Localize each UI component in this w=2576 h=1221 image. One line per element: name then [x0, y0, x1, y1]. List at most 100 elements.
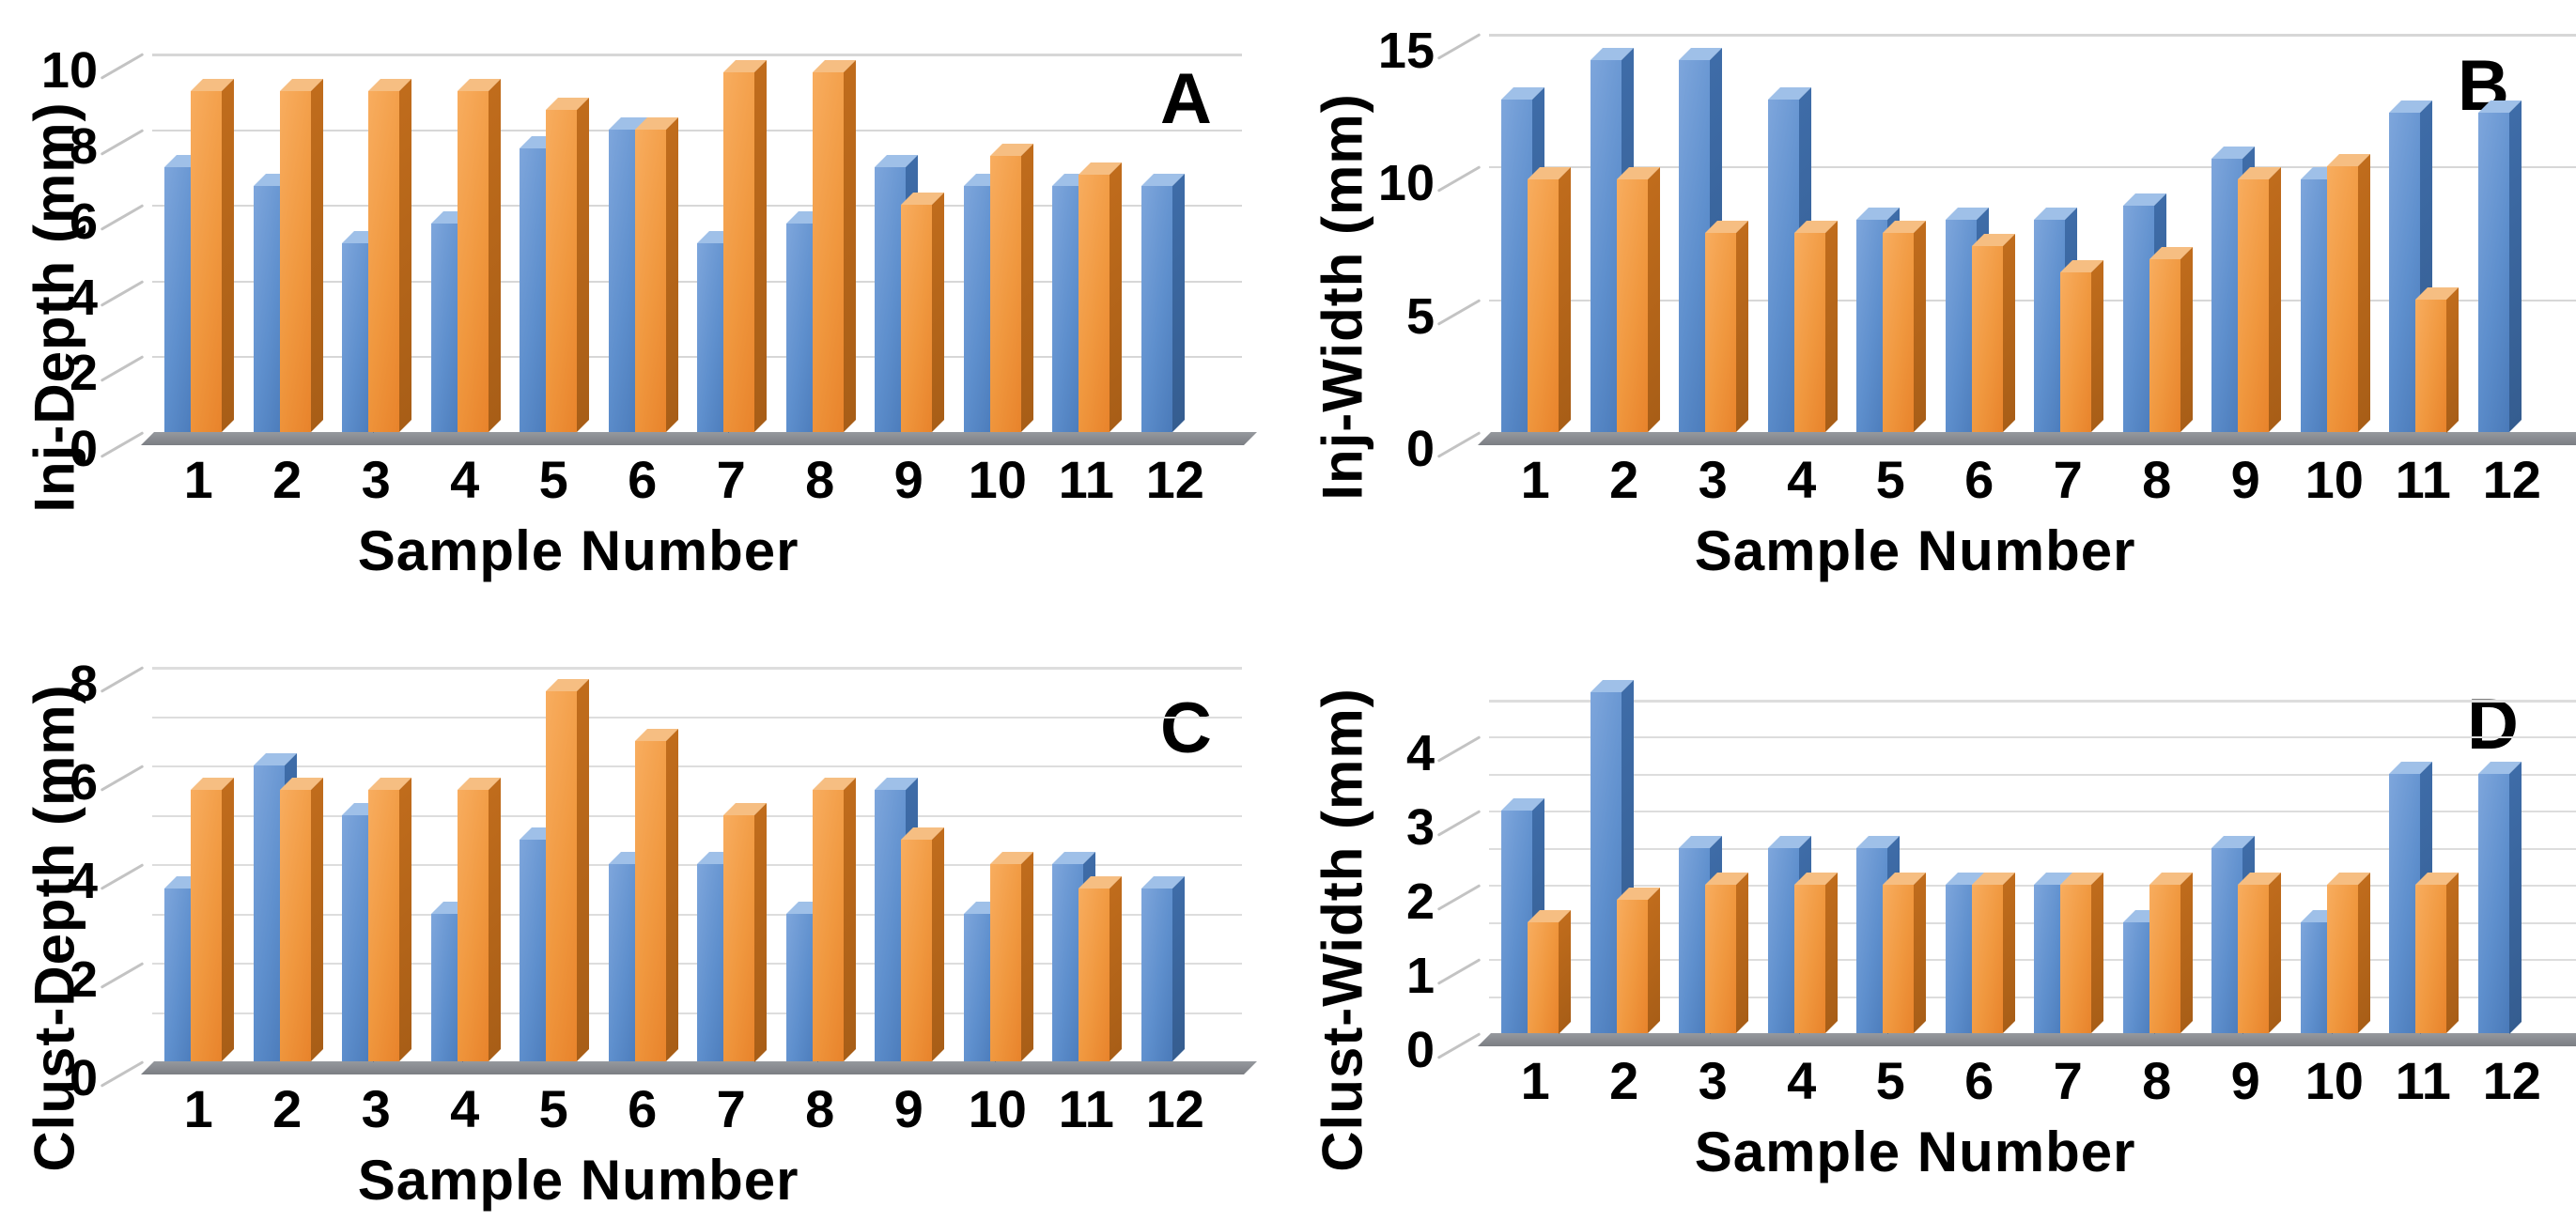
bar-series-orange-sample-10 — [2326, 885, 2358, 1033]
x-tick-label: 4 — [1787, 450, 1817, 509]
y-tick-label: 2 — [1405, 873, 1435, 930]
tick-connector-icon — [1436, 32, 1482, 60]
y-tick-label: 8 — [69, 117, 98, 175]
x-tick-label: 6 — [1964, 450, 1994, 509]
tick-connector-icon — [100, 431, 145, 458]
x-tick-label: 2 — [272, 1079, 303, 1138]
tick-connector-icon — [1436, 1032, 1482, 1059]
bar-series-orange-sample-2 — [1616, 179, 1648, 432]
gridline — [1489, 736, 2576, 738]
bar-series-orange-sample-4 — [1793, 885, 1825, 1033]
y-tick-label: 0 — [69, 421, 98, 477]
bar-series-orange-sample-3 — [368, 790, 400, 1061]
bar-series-orange-sample-11 — [1079, 174, 1110, 432]
tick-connector-icon — [1436, 958, 1482, 985]
x-tick-label: 4 — [450, 1079, 480, 1138]
x-tick-label: 5 — [538, 450, 568, 509]
gridline — [1489, 33, 2576, 37]
chart-floor — [1478, 432, 2576, 445]
x-tick-label: 1 — [1520, 450, 1550, 509]
x-tick-label: 8 — [805, 1079, 835, 1138]
y-tick-label: 4 — [1405, 725, 1435, 781]
tick-connector-icon — [100, 863, 145, 890]
panel-letter: A — [1160, 59, 1212, 139]
bar-series-orange-sample-5 — [546, 691, 578, 1061]
y-tick-label: 4 — [69, 853, 98, 909]
bar-series-orange-sample-7 — [723, 72, 755, 432]
bar-series-orange-sample-2 — [279, 790, 311, 1061]
y-tick-label: 5 — [1405, 287, 1435, 345]
tick-connector-icon — [1436, 884, 1482, 911]
bar-series-orange-sample-6 — [634, 740, 666, 1061]
tick-connector-icon — [100, 765, 145, 792]
bar-series-orange-sample-1 — [1528, 179, 1560, 432]
x-tick-label: 5 — [1875, 450, 1905, 509]
bar-series-orange-sample-3 — [1705, 232, 1737, 432]
x-tick-label: 4 — [1787, 1051, 1817, 1110]
y-tick-label: 6 — [69, 754, 98, 811]
x-tick-label: 6 — [628, 450, 658, 509]
y-tick-label: 0 — [69, 1050, 98, 1106]
chart-floor — [141, 432, 1257, 445]
gridline — [1489, 885, 2576, 887]
panel-a: Inj-Depth (mm) A Sample Number 0 2 4 6 8 10 1 2… — [0, 0, 1288, 610]
gridline — [152, 54, 1242, 56]
x-tick-label: 7 — [2053, 450, 2083, 509]
x-tick-label: 9 — [2230, 450, 2260, 509]
bar-series-orange-sample-9 — [901, 839, 933, 1061]
bar-series-orange-sample-7 — [2060, 272, 2092, 432]
x-axis-title: Sample Number — [1694, 519, 2136, 582]
x-axis-title: Sample Number — [1694, 1121, 2136, 1183]
bar-series-blue-sample-12 — [2477, 773, 2509, 1033]
bar-series-orange-sample-9 — [901, 205, 933, 432]
bar-series-orange-sample-11 — [2415, 299, 2447, 432]
bar-series-orange-sample-7 — [723, 814, 755, 1061]
x-tick-label: 2 — [1609, 1051, 1639, 1110]
y-tick-label: 0 — [1405, 1022, 1435, 1078]
x-tick-label: 9 — [2230, 1051, 2260, 1110]
x-tick-label: 8 — [805, 450, 835, 509]
x-tick-label: 1 — [183, 1079, 213, 1138]
bar-series-orange-sample-9 — [2238, 179, 2270, 432]
x-tick-label: 12 — [2482, 1051, 2541, 1110]
bar-series-orange-sample-6 — [1971, 885, 2003, 1033]
bar-series-orange-sample-8 — [2149, 885, 2180, 1033]
x-tick-label: 11 — [2395, 450, 2451, 509]
gridline — [1489, 847, 2576, 850]
tick-connector-icon — [1436, 431, 1482, 458]
y-tick-label: 3 — [1405, 799, 1435, 856]
x-axis-title: Sample Number — [357, 1149, 799, 1212]
bar-series-orange-sample-10 — [2326, 166, 2358, 432]
bar-series-orange-sample-3 — [368, 91, 400, 432]
x-tick-label: 7 — [716, 450, 746, 509]
x-tick-label: 11 — [1058, 450, 1114, 509]
x-tick-label: 5 — [538, 1079, 568, 1138]
bar-series-blue-sample-12 — [1141, 186, 1172, 432]
bar-series-orange-sample-11 — [2415, 885, 2447, 1033]
gridline — [152, 765, 1242, 767]
tick-connector-icon — [100, 53, 145, 80]
tick-connector-icon — [100, 962, 145, 989]
bar-series-orange-sample-8 — [812, 72, 844, 432]
bar-series-orange-sample-10 — [989, 864, 1021, 1061]
x-tick-label: 3 — [361, 450, 391, 509]
bar-series-orange-sample-1 — [191, 91, 223, 432]
x-tick-label: 10 — [968, 450, 1027, 509]
x-tick-label: 8 — [2142, 450, 2172, 509]
y-tick-label: 2 — [69, 345, 98, 402]
bar-series-orange-sample-4 — [457, 91, 489, 432]
x-tick-label: 1 — [1520, 1051, 1550, 1110]
bar-series-orange-sample-7 — [2060, 885, 2092, 1033]
bar-series-orange-sample-8 — [812, 790, 844, 1061]
gridline — [1489, 699, 2576, 703]
bar-series-orange-sample-1 — [1528, 921, 1560, 1033]
tick-connector-icon — [100, 128, 145, 156]
tick-connector-icon — [100, 279, 145, 307]
x-tick-label: 10 — [2304, 450, 2364, 509]
x-tick-label: 6 — [628, 1079, 658, 1138]
bar-series-blue-sample-12 — [2477, 113, 2509, 432]
x-tick-label: 12 — [1145, 450, 1204, 509]
